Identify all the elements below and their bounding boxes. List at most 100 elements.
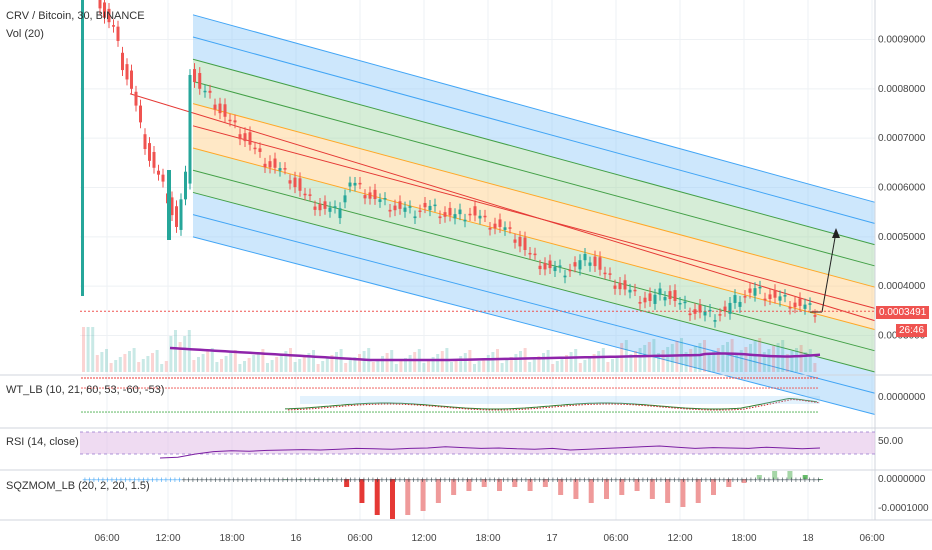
wt-dot-g-331	[330, 411, 332, 413]
top-dot-589	[588, 377, 590, 379]
candle-body-25	[213, 104, 217, 110]
sqz-cross-213: +	[213, 476, 219, 484]
wt-dot-g-577	[576, 411, 578, 413]
candle-body-102	[598, 257, 602, 270]
wt-dot-g-196	[195, 411, 197, 413]
wt-dot-r-676	[675, 387, 677, 389]
sqz-cross-559: +	[559, 476, 565, 484]
top-dot-556	[555, 377, 557, 379]
wt-dot-g-85	[84, 411, 86, 413]
wt-dot-g-451	[450, 411, 452, 413]
top-dot-598	[597, 377, 599, 379]
top-dot-577	[576, 377, 578, 379]
sqz-cross-190: +	[190, 476, 196, 484]
top-dot-766	[765, 377, 767, 379]
wt-dot-g-397	[396, 411, 398, 413]
wt-dot-g-400	[399, 411, 401, 413]
wt-dot-r-250	[249, 387, 251, 389]
top-dot-592	[591, 377, 593, 379]
top-dot-310	[309, 377, 311, 379]
sqz-bar-10	[435, 479, 441, 503]
wt-dot-g-463	[462, 411, 464, 413]
candle-body-71	[443, 212, 447, 217]
wt-dot-g-520	[519, 411, 521, 413]
wt-dot-g-703	[702, 411, 704, 413]
top-dot-238	[237, 377, 239, 379]
candle-body-18	[179, 199, 183, 230]
vol-bar-125	[657, 353, 660, 372]
wt-dot-r-244	[243, 387, 245, 389]
candle-body-29	[233, 120, 237, 123]
wt-dot-g-211	[210, 411, 212, 413]
top-dot-421	[420, 377, 422, 379]
wt-dot-g-571	[570, 411, 572, 413]
vol-bar-122	[643, 345, 647, 372]
channel-line-6	[192, 147, 876, 331]
wt-dot-g-541	[540, 411, 542, 413]
top-dot-787	[786, 377, 788, 379]
rsi-label[interactable]: RSI (14, close)	[6, 436, 79, 448]
vol-bar-159	[813, 363, 817, 372]
top-dot-352	[351, 377, 353, 379]
candle-spike-green	[167, 170, 171, 240]
top-dot-247	[246, 377, 248, 379]
wt-dot-r-532	[531, 387, 533, 389]
wt-dot-r-745	[744, 387, 746, 389]
vol-bar-75	[427, 360, 430, 372]
vol-bar-35	[243, 361, 246, 372]
sqz-cross-154: +	[154, 476, 160, 484]
top-dot-403	[402, 377, 404, 379]
wt-dot-r-190	[189, 387, 191, 389]
wt-dot-r-409	[408, 387, 410, 389]
candle-body-68	[428, 205, 432, 211]
wt-dot-r-274	[273, 387, 275, 389]
vol-bar-119	[629, 354, 633, 372]
wt-dot-g-403	[402, 411, 404, 413]
sqz-cross-208: +	[208, 476, 214, 484]
wt-dot-g-607	[606, 411, 608, 413]
wt-dot-g-202	[201, 411, 203, 413]
wt-dot-r-232	[231, 387, 233, 389]
top-dot-148	[147, 377, 149, 379]
wt-dot-r-469	[468, 387, 470, 389]
top-dot-502	[501, 377, 503, 379]
price-tick-1: 0.0008000	[878, 84, 926, 95]
sqz-label[interactable]: SQZMOM_LB (20, 2, 20, 1.5)	[6, 480, 150, 492]
symbol-title[interactable]: CRV / Bitcoin, 30, BINANCE	[6, 10, 145, 22]
wt-dot-r-667	[666, 387, 668, 389]
wt-dot-g-547	[546, 411, 548, 413]
wt-dot-g-169	[168, 411, 170, 413]
vol-label[interactable]: Vol (20)	[6, 28, 44, 40]
wt-label[interactable]: WT_LB (10, 21, 60, 53, -60, -53)	[6, 384, 165, 396]
wt-dot-g-550	[549, 411, 551, 413]
candle-body-72	[448, 207, 452, 216]
top-dot-346	[345, 377, 347, 379]
wt-dot-g-766	[765, 411, 767, 413]
top-dot-682	[681, 377, 683, 379]
vol-bar-46	[293, 362, 297, 372]
wt-dot-g-304	[303, 411, 305, 413]
candle-body-121	[693, 309, 697, 314]
wt-dot-g-334	[333, 411, 335, 413]
vol-bar-16	[155, 350, 159, 372]
top-dot-754	[753, 377, 755, 379]
wt-dot-g-787	[786, 411, 788, 413]
top-dot-586	[585, 377, 587, 379]
sqz-bar-18	[558, 479, 564, 495]
top-dot-259	[258, 377, 260, 379]
vol-bar-94	[514, 354, 518, 372]
vol-bar-133	[693, 346, 697, 372]
top-dot-730	[729, 377, 731, 379]
wt-dot-r-541	[540, 387, 542, 389]
candle-body-116	[668, 291, 672, 300]
candle-body-24	[208, 90, 212, 93]
vol-bar-138	[716, 348, 720, 372]
top-dot-103	[102, 377, 104, 379]
top-dot-376	[375, 377, 377, 379]
candle-body-130	[738, 301, 742, 307]
wt-dot-r-655	[654, 387, 656, 389]
top-dot-634	[633, 377, 635, 379]
vol-bar-84	[468, 350, 472, 372]
wt-dot-g-622	[621, 411, 623, 413]
top-dot-190	[189, 377, 191, 379]
